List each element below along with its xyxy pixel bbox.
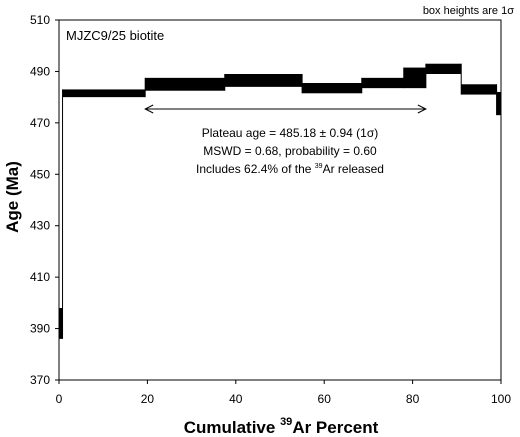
included-fraction-pre: Includes 62.4% of the (196, 162, 315, 176)
y-tick-label: 370 (30, 373, 50, 387)
plateau-layer (144, 104, 427, 114)
x-tick-label: 80 (406, 392, 420, 406)
included-fraction-sup: 39 (315, 163, 323, 170)
step-box (361, 77, 404, 89)
steps-layer (59, 63, 501, 339)
plateau-annotation: Plateau age = 485.18 ± 0.94 (1σ) MSWD = … (196, 126, 384, 176)
y-tick-label: 490 (30, 64, 50, 78)
plateau-age-text: Plateau age = 485.18 ± 0.94 (1σ) (202, 126, 378, 140)
included-fraction-text: Includes 62.4% of the 39Ar released (196, 162, 384, 176)
step-box (496, 92, 501, 116)
x-tick-label: 100 (491, 392, 511, 406)
y-tick-label: 470 (30, 116, 50, 130)
included-fraction-post: Ar released (323, 162, 384, 176)
plot-frame (58, 19, 502, 381)
y-tick-label: 450 (30, 167, 50, 181)
step-box (302, 83, 362, 94)
x-axis-title-sup: 39 (280, 416, 292, 428)
mswd-text: MSWD = 0.68, probability = 0.60 (203, 144, 377, 158)
x-tick-label: 0 (56, 392, 63, 406)
x-tick-label: 60 (318, 392, 332, 406)
step-box (403, 67, 426, 89)
x-tick-label: 20 (141, 392, 155, 406)
y-tick-label: 510 (30, 13, 50, 27)
plateau-arrow-left-head (144, 104, 154, 114)
y-tick-label: 430 (30, 219, 50, 233)
step-box (62, 89, 146, 98)
x-axis-title: Cumulative 39Ar Percent (184, 416, 379, 437)
ticks-layer: 370 390 410 430 450 470 490 510 0 20 40 60 80 100 (30, 13, 511, 406)
x-axis-title-rest: Ar Percent (292, 418, 378, 437)
step-box (145, 77, 225, 91)
y-tick-label: 390 (30, 322, 50, 336)
step-box (59, 308, 63, 339)
x-tick-label: 40 (229, 392, 243, 406)
plateau-arrow-right-head (417, 104, 427, 114)
x-axis-title-main: Cumulative (184, 418, 280, 437)
sample-label: MJZC9/25 biotite (66, 28, 164, 43)
step-box (425, 63, 462, 74)
box-height-note: box heights are 1σ (423, 5, 514, 17)
y-tick-label: 410 (30, 270, 50, 284)
y-axis-title: Age (Ma) (3, 161, 22, 233)
step-box (224, 74, 303, 87)
step-box (461, 84, 497, 95)
